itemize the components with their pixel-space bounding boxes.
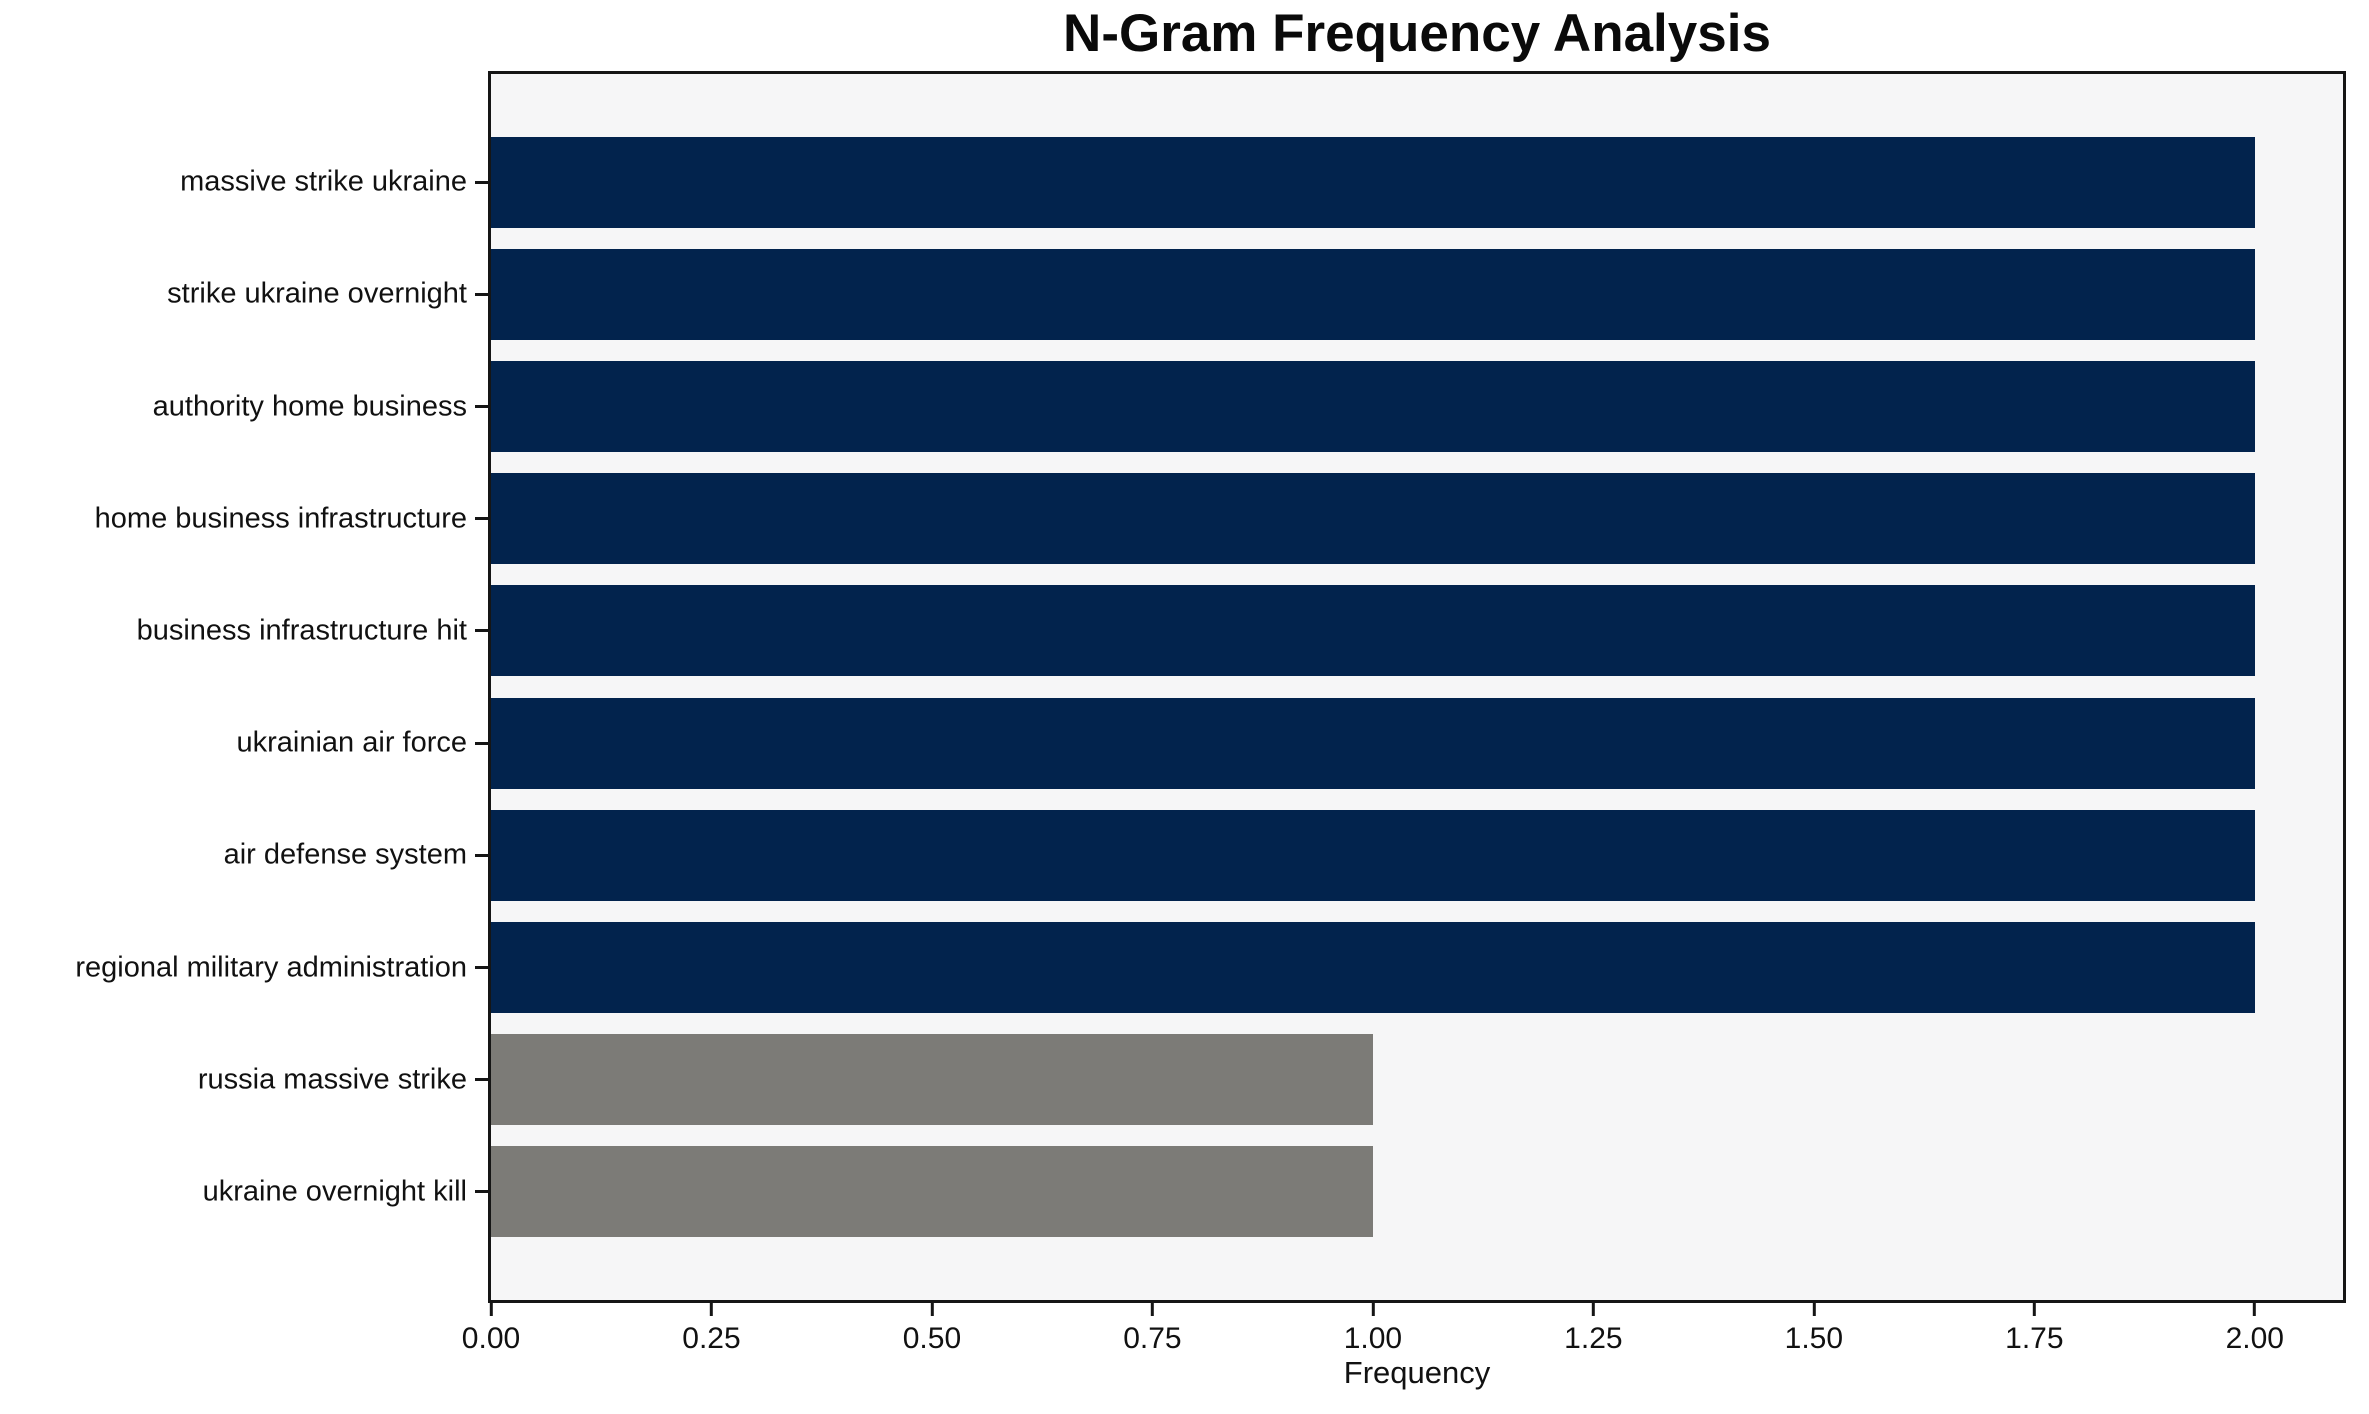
- x-tick-label: 0.50: [902, 1322, 962, 1355]
- x-tick: 2.00: [2226, 1303, 2284, 1356]
- y-tick-mark: [475, 853, 488, 857]
- y-axis-label: ukraine overnight kill: [202, 1175, 467, 1208]
- x-tick-mark: [1150, 1303, 1154, 1316]
- x-tick-mark: [930, 1303, 934, 1316]
- bar: [491, 585, 2255, 677]
- bar-row: strike ukraine overnight: [167, 238, 2343, 350]
- bar-row: russia massive strike: [198, 1024, 2343, 1136]
- x-tick: 1.25: [1564, 1303, 1623, 1356]
- y-axis-label: russia massive strike: [197, 1063, 467, 1096]
- x-tick-label: 1.50: [1784, 1322, 1844, 1355]
- y-tick-mark: [475, 517, 488, 521]
- bar-row: ukrainian air force: [237, 687, 2343, 799]
- y-tick-mark: [475, 629, 488, 633]
- x-tick: 0.00: [462, 1303, 520, 1356]
- x-tick-mark: [2253, 1303, 2257, 1316]
- x-tick-mark: [1591, 1303, 1595, 1316]
- bar: [491, 1146, 1373, 1238]
- bar-row: ukraine overnight kill: [203, 1136, 2343, 1248]
- bar-row: business infrastructure hit: [137, 575, 2343, 687]
- y-tick-mark: [475, 966, 488, 970]
- x-tick-mark: [489, 1303, 493, 1316]
- y-tick-mark: [475, 741, 488, 745]
- y-axis-label: strike ukraine overnight: [167, 277, 467, 310]
- y-axis-label: authority home business: [152, 390, 467, 422]
- y-axis-label: air defense system: [223, 838, 467, 871]
- plot-area: massive strike ukraine strike ukraine ove…: [75, 71, 2346, 1303]
- x-tick-label: 0.00: [461, 1322, 521, 1355]
- x-tick-mark: [1371, 1303, 1375, 1316]
- y-tick-mark: [475, 405, 488, 408]
- bar: [491, 136, 2255, 228]
- x-tick-mark: [1812, 1303, 1816, 1316]
- x-tick: 0.50: [903, 1303, 961, 1356]
- y-tick-mark: [475, 1190, 488, 1194]
- bar-row: massive strike ukraine: [180, 126, 2343, 238]
- x-tick-label: 0.25: [682, 1322, 741, 1355]
- bar-row: regional military administration: [75, 911, 2343, 1023]
- x-tick-mark: [2032, 1303, 2036, 1316]
- y-axis-label: ukrainian air force: [236, 726, 468, 759]
- y-tick-mark: [475, 292, 488, 296]
- x-tick-label: 1.75: [2005, 1322, 2064, 1355]
- y-tick-mark: [475, 180, 488, 184]
- y-axis-label: home business infrastructure: [94, 502, 467, 535]
- bar: [491, 809, 2255, 901]
- x-tick: 1.50: [1785, 1303, 1843, 1356]
- y-axis-label: business infrastructure hit: [136, 614, 467, 647]
- x-tick-mark: [709, 1303, 713, 1316]
- chart-title: N-Gram Frequency Analysis: [1063, 4, 1771, 63]
- y-axis-label: regional military administration: [75, 951, 467, 984]
- x-tick-label: 2.00: [2225, 1322, 2284, 1355]
- x-axis: 0.00 0.25 0.50 0.75 1.00 1.25 1.50 1.75 2.00: [462, 1303, 2343, 1413]
- bar: [491, 361, 2255, 452]
- bar-rows-container: massive strike ukraine strike ukraine ove…: [75, 74, 2343, 1300]
- x-axis-title: Frequency: [1343, 1355, 1491, 1390]
- bar: [491, 697, 2255, 789]
- x-tick-label: 1.25: [1564, 1322, 1623, 1355]
- bar: [491, 1034, 1373, 1126]
- x-tick: 1.00: [1344, 1303, 1402, 1356]
- x-tick: 0.25: [682, 1303, 741, 1356]
- x-tick: 0.75: [1123, 1303, 1182, 1356]
- bar: [491, 248, 2255, 340]
- bar-row: air defense system: [224, 799, 2343, 911]
- bar-row: authority home business: [153, 350, 2343, 462]
- y-tick-mark: [475, 1078, 488, 1082]
- x-tick-label: 0.75: [1123, 1322, 1182, 1355]
- x-tick: 1.75: [2005, 1303, 2064, 1356]
- bar: [491, 922, 2255, 1014]
- bar-row: home business infrastructure: [95, 463, 2343, 575]
- bar: [491, 473, 2255, 565]
- y-axis-label: massive strike ukraine: [180, 165, 467, 198]
- x-tick-label: 1.00: [1343, 1322, 1403, 1355]
